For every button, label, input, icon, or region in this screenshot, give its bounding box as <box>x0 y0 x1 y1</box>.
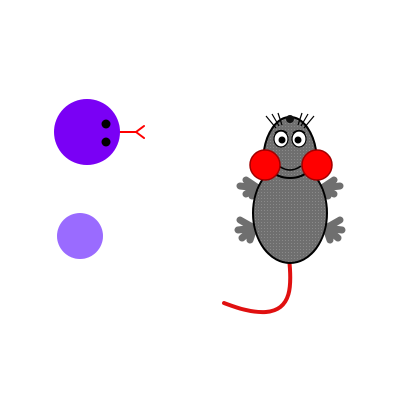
snake <box>54 99 145 259</box>
snake-body-segment <box>57 213 103 259</box>
mouse-feet <box>234 176 346 244</box>
snake-eye-left <box>101 119 111 129</box>
mouse-tail <box>222 256 293 315</box>
mouse-cheek-left <box>249 149 281 181</box>
mouse-foot-front-left <box>236 176 262 200</box>
mouse-pupil-right <box>294 136 302 144</box>
mouse-eyelid-left <box>274 129 288 134</box>
mouse-eyes <box>273 129 307 148</box>
snake-tongue-icon <box>113 125 145 139</box>
snake-eye-right <box>101 137 111 147</box>
mouse-pupil-left <box>278 136 286 144</box>
mouse-foot-front-right <box>318 176 344 200</box>
mouse-foot-back-left <box>234 216 258 244</box>
mouse-cheek-right <box>301 149 333 181</box>
snake-head <box>54 99 120 165</box>
mouse-mouth <box>278 165 302 171</box>
mouse-eyelid-right <box>292 129 306 134</box>
mouse <box>222 112 346 315</box>
mouse-whiskers <box>265 112 315 129</box>
mouse-nose <box>286 115 294 123</box>
snake-tongue <box>113 125 145 139</box>
mouse-foot-back-right <box>322 216 346 244</box>
